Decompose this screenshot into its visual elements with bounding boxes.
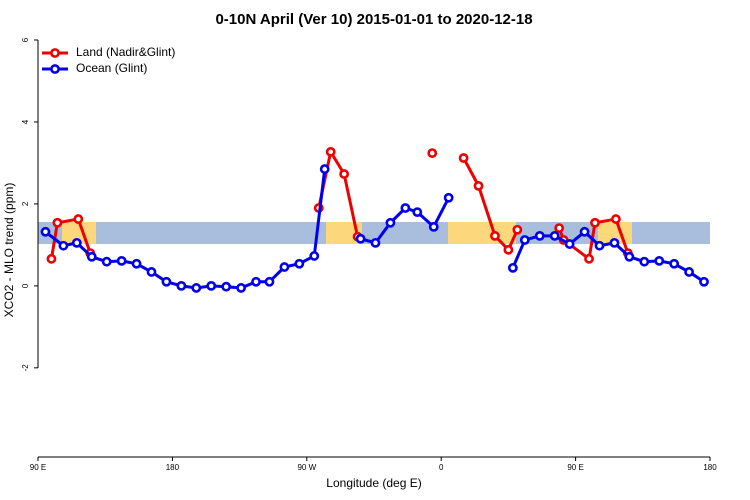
data-point	[58, 240, 69, 251]
data-point	[52, 217, 63, 228]
x-tick-label: 90 E	[567, 463, 583, 472]
data-point	[176, 280, 187, 291]
data-point	[116, 255, 127, 266]
x-axis-label: Longitude (deg E)	[326, 476, 421, 490]
data-point	[669, 258, 680, 269]
data-point	[206, 280, 217, 291]
data-point	[490, 230, 500, 241]
data-point	[579, 226, 590, 237]
data-point	[507, 262, 518, 273]
data-point	[191, 283, 202, 293]
y-tick-label: 6	[21, 37, 30, 42]
y-tick-label: 0	[21, 283, 30, 288]
y-tick-label: 2	[21, 201, 30, 206]
data-point	[101, 256, 112, 267]
legend-label: Land (Nadir&Glint)	[76, 45, 175, 59]
data-point	[503, 244, 514, 255]
data-point	[609, 237, 620, 248]
x-tick-label: 180	[703, 463, 717, 472]
data-point	[294, 258, 305, 269]
x-tick-label: 90 W	[297, 463, 316, 472]
data-point	[473, 180, 484, 191]
data-point	[86, 251, 97, 262]
x-tick-label: 180	[166, 463, 180, 472]
data-point	[549, 230, 560, 241]
data-point	[458, 153, 469, 163]
data-point	[564, 239, 575, 249]
data-point	[264, 276, 275, 287]
data-point	[624, 251, 635, 262]
data-point	[594, 240, 605, 251]
data-point	[236, 283, 246, 293]
data-point	[554, 223, 565, 233]
data-point	[71, 237, 82, 248]
data-point	[73, 214, 84, 224]
data-point	[654, 255, 665, 266]
data-point	[512, 224, 523, 235]
data-point	[40, 226, 51, 237]
series-line	[49, 217, 92, 260]
x-tick-label: 0	[439, 463, 444, 472]
data-point	[355, 233, 366, 244]
data-point	[428, 221, 439, 232]
legend-label: Ocean (Glint)	[76, 61, 147, 75]
data-point	[309, 251, 320, 261]
data-point	[584, 253, 594, 264]
data-point	[412, 207, 423, 218]
data-point	[131, 258, 142, 269]
data-point	[639, 256, 650, 267]
data-point	[279, 262, 290, 272]
data-point	[319, 164, 330, 174]
y-axis-label: XCO2 - MLO trend (ppm)	[2, 183, 16, 318]
data-point	[684, 267, 694, 277]
data-point	[590, 217, 600, 228]
data-point	[699, 276, 709, 287]
legend-marker	[50, 64, 60, 74]
data-point	[251, 276, 261, 287]
y-tick-label: -2	[21, 364, 30, 372]
data-point	[534, 230, 545, 241]
data-point	[146, 267, 157, 277]
y-tick-label: 4	[21, 119, 30, 124]
data-point	[519, 235, 530, 245]
data-point	[385, 217, 396, 228]
legend-marker	[50, 48, 60, 58]
data-point	[325, 146, 336, 157]
data-point	[221, 281, 232, 292]
data-point	[443, 192, 454, 203]
data-point	[611, 214, 621, 224]
data-point	[370, 237, 381, 248]
data-point	[46, 253, 57, 264]
data-point	[339, 169, 350, 179]
chart-title: 0-10N April (Ver 10) 2015-01-01 to 2020-…	[215, 11, 532, 28]
data-point	[400, 203, 411, 213]
x-tick-label: 90 E	[30, 463, 46, 472]
data-point	[427, 148, 438, 159]
data-point	[161, 276, 172, 287]
